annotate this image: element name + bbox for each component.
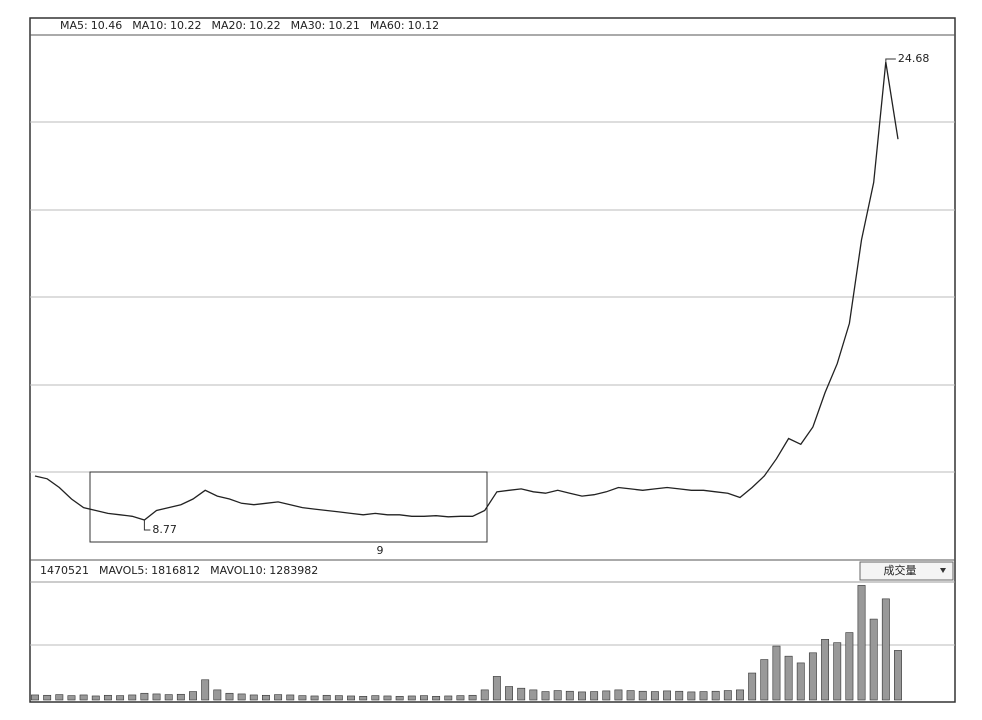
volume-bar — [456, 695, 465, 701]
dropdown-arrow[interactable] — [940, 568, 946, 573]
price-line — [34, 61, 899, 521]
volume-bar — [189, 691, 197, 701]
volume-bar — [128, 694, 137, 701]
volume-bar — [140, 692, 149, 701]
volume-bar — [274, 694, 283, 701]
volume-bar — [249, 694, 258, 701]
volume-bar — [67, 695, 76, 701]
volume-bar — [334, 695, 343, 701]
volume-bar — [723, 690, 732, 701]
indicator-name: MAVOL10: — [210, 564, 266, 577]
volume-bar — [31, 694, 39, 701]
volume-bar — [395, 695, 404, 701]
indicator-name: MAVOL5: — [99, 564, 148, 577]
volume-bar — [711, 690, 720, 701]
volume-bar — [116, 695, 125, 701]
frame — [29, 17, 956, 703]
volume-bar — [796, 662, 805, 701]
volume-bar — [650, 691, 659, 701]
selector-label[interactable]: 成交量 — [884, 563, 917, 577]
indicator-name: MA60: — [370, 19, 405, 32]
volume-bar — [748, 672, 757, 701]
volume-bar — [298, 695, 307, 701]
volume-bar — [833, 642, 842, 701]
volume-bar — [529, 689, 538, 701]
indicator-name: MA20: — [211, 19, 246, 32]
volume-bar — [590, 691, 599, 701]
volume-bar — [638, 690, 647, 701]
indicator-name: MA5: — [60, 19, 88, 32]
volume-bar — [164, 694, 173, 701]
volume-bar — [675, 690, 684, 701]
volume-value: 1470521 — [40, 564, 89, 577]
volume-bar — [553, 690, 562, 701]
volume-bar — [517, 687, 526, 701]
volume-bar — [225, 692, 234, 701]
indicator-value: 10.12 — [408, 19, 440, 32]
volume-bar — [79, 694, 88, 701]
volume-bar — [808, 652, 817, 701]
volume-bar — [480, 689, 489, 701]
indicator-value: 1283982 — [269, 564, 318, 577]
indicator-value: 10.46 — [91, 19, 123, 32]
volume-bar — [492, 676, 501, 701]
box-label: 9 — [377, 544, 384, 557]
volume-bar — [237, 693, 246, 701]
volume-bar — [213, 689, 222, 701]
volume-bar — [602, 690, 611, 701]
volume-bar — [347, 695, 355, 701]
high-pointer — [885, 58, 896, 63]
volume-bar — [821, 639, 830, 701]
volume-bar — [43, 694, 52, 701]
volume-bar — [322, 694, 331, 701]
volume-bar — [881, 598, 890, 701]
volume-bar — [371, 695, 380, 701]
indicator-value: 10.21 — [328, 19, 360, 32]
volume-bar — [91, 695, 100, 701]
volume-bar — [869, 618, 878, 701]
low-pointer — [143, 519, 151, 531]
volume-bar — [772, 645, 781, 701]
volume-bar — [444, 695, 453, 701]
volume-bar — [663, 690, 672, 701]
volume-bar — [626, 690, 635, 701]
volume-bar — [468, 694, 477, 701]
volume-bar — [286, 694, 295, 701]
volume-bar — [55, 694, 64, 701]
volume-bar — [176, 693, 185, 701]
volume-bar — [383, 695, 392, 701]
volume-bar — [310, 695, 319, 701]
volume-bar — [857, 585, 866, 701]
indicator-value: 10.22 — [170, 19, 202, 32]
high-label: 24.68 — [898, 52, 930, 65]
volume-bar — [432, 695, 441, 701]
volume-bar — [420, 695, 428, 701]
indicator-value: 1816812 — [151, 564, 200, 577]
volume-bar — [687, 691, 696, 701]
low-label: 8.77 — [152, 523, 177, 536]
volume-bar — [261, 694, 270, 701]
volume-bar — [736, 689, 744, 701]
volume-bar — [784, 655, 793, 701]
indicator-name: MA30: — [291, 19, 326, 32]
price-grid — [30, 121, 955, 646]
volume-bar — [565, 690, 574, 701]
volume-bar — [699, 691, 708, 701]
volume-bar — [505, 686, 513, 701]
volume-bar — [201, 679, 210, 701]
volume-bar — [541, 691, 550, 701]
volume-bar — [760, 659, 769, 701]
indicator-selector[interactable] — [859, 561, 954, 581]
volume-bar — [894, 650, 902, 701]
volume-bar — [578, 691, 586, 701]
volume-bar — [614, 689, 623, 701]
volume-bar — [359, 695, 368, 701]
volume-bar — [407, 695, 416, 701]
indicator-name: MA10: — [132, 19, 167, 32]
volume-bar — [845, 632, 854, 701]
indicator-value: 10.22 — [249, 19, 281, 32]
volume-bar — [152, 693, 161, 701]
volume-bar — [103, 694, 112, 701]
